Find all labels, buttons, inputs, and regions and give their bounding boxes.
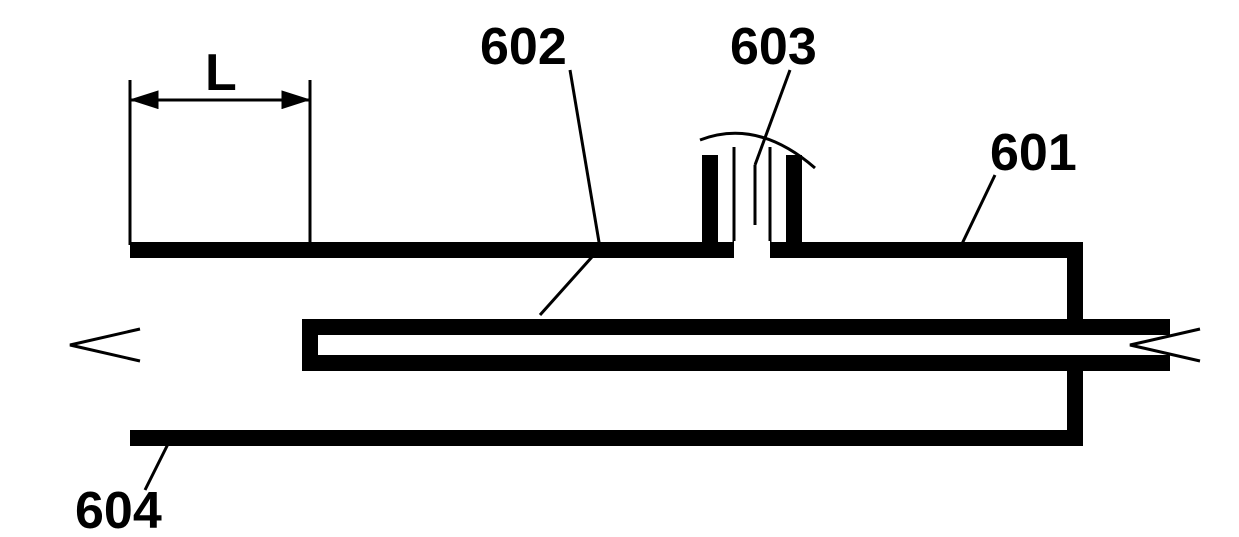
callout-603-label: 603 [730,18,817,76]
callout-601-label: 601 [990,124,1077,182]
callout-604-label: 604 [75,482,162,537]
flow-arrow-left [70,329,140,361]
callout-602-leader [540,248,600,315]
callout-603-leader [755,70,790,165]
callout-601-leader [960,175,995,248]
callout-602-leader [570,70,600,248]
callout-602-label: 602 [480,18,567,76]
dim-L-arrow-right [282,91,310,109]
dim-L-arrow-left [130,91,158,109]
dim-L-label: L [205,44,237,102]
